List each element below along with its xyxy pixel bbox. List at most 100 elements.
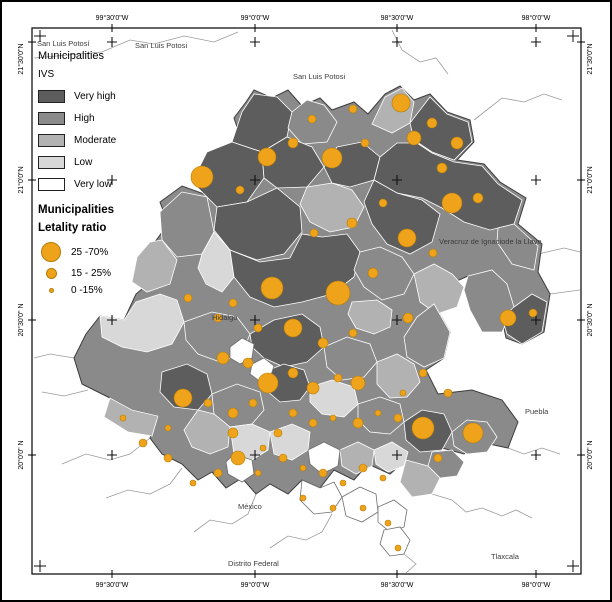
graticule-cross (107, 450, 117, 460)
letality-circle (339, 479, 347, 487)
graticule-cross (107, 175, 117, 185)
letality-circle (329, 504, 337, 512)
municipality-polygon (353, 246, 415, 301)
letality-circle (352, 417, 364, 429)
letality-circle (379, 474, 387, 482)
neighbor-boundary (193, 493, 257, 533)
ivs-color-swatch (38, 133, 65, 147)
graticule-cross (392, 450, 402, 460)
municipality-polygon (213, 187, 303, 261)
letality-circle (359, 504, 367, 512)
graticule-cross (531, 37, 541, 47)
axis-label: 98°30'0"W (381, 14, 414, 22)
letality-circle (374, 409, 382, 417)
region-label: Puebla (525, 407, 549, 416)
axis-label: 99°0'0"W (241, 581, 270, 589)
letality-class-label: 25 -70% (71, 246, 109, 258)
municipality-polygon (307, 441, 341, 475)
neighbor-boundary (269, 513, 333, 549)
letality-circle (138, 438, 148, 448)
ivs-class-label: Low (74, 156, 93, 168)
letality-legend-item: 0 -15% (38, 284, 198, 296)
letality-circle (450, 136, 464, 150)
ivs-legend-item: Moderate (38, 129, 198, 151)
letality-circle (257, 372, 279, 394)
letality-circle (163, 453, 173, 463)
letality-circle (399, 389, 407, 397)
ivs-legend-item: High (38, 107, 198, 129)
corner-mark (567, 30, 579, 42)
municipality-polygon (496, 223, 539, 271)
axis-label: 99°0'0"W (241, 14, 270, 22)
region-label: México (238, 502, 262, 511)
letality-circle (402, 312, 414, 324)
letality-circle (348, 104, 358, 114)
letality-circle (418, 368, 428, 378)
letality-circle (228, 298, 238, 308)
axis-label: 99°30'0"W (96, 581, 129, 589)
municipality-polygon (403, 303, 451, 368)
municipality-polygon (323, 336, 378, 381)
letality-circle (441, 192, 463, 214)
municipality-polygon (399, 459, 441, 498)
ivs-color-swatch (38, 177, 65, 191)
letality-legend-item: 25 -70% (38, 242, 198, 262)
ivs-class-label: High (74, 112, 95, 124)
neighbor-boundary (507, 447, 561, 455)
letality-circle (426, 117, 438, 129)
neighbor-boundary (41, 389, 89, 397)
ivs-legend-item: Very low (38, 173, 198, 195)
letality-circle-swatch (41, 242, 61, 262)
letality-circle (428, 248, 438, 258)
letality-circle (203, 398, 213, 408)
letality-circle (299, 464, 307, 472)
corner-mark (34, 30, 46, 42)
ivs-class-label: Moderate (74, 134, 117, 146)
letality-circle (213, 313, 223, 323)
graticule-cross (392, 37, 402, 47)
letality-circle (283, 318, 303, 338)
ivs-legend-items: Very high High Moderate Low Very low (38, 85, 198, 195)
letality-circle (189, 479, 197, 487)
letality-circle (216, 351, 230, 365)
axis-label: 21°30'0"N (586, 43, 594, 74)
letality-circle (190, 165, 214, 189)
letality-circle (433, 453, 443, 463)
municipality-polygon (376, 353, 421, 399)
letality-circle (288, 408, 298, 418)
letality-class-label: 0 -15% (71, 284, 103, 296)
neighbor-boundary (473, 93, 563, 121)
letality-circle (333, 373, 343, 383)
legend-municipalities-title-2: Municipalities (38, 204, 115, 216)
letality-circle (248, 398, 258, 408)
corner-mark (567, 560, 579, 572)
letality-circle (213, 468, 223, 478)
letality-circle (119, 414, 127, 422)
letality-circle-swatch (48, 287, 54, 293)
letality-circle (306, 381, 320, 395)
letality-circle (394, 544, 402, 552)
letality-circle (259, 444, 267, 452)
neighbor-boundary (391, 29, 449, 75)
letality-circle (367, 267, 379, 279)
letality-circle (309, 228, 319, 238)
letality-circle (227, 407, 239, 419)
axis-label: 21°0'0"N (586, 166, 594, 193)
municipality-polygon (249, 313, 325, 368)
graticule-cross (392, 175, 402, 185)
axis-label: 98°0'0"W (522, 14, 551, 22)
letality-circle (436, 162, 448, 174)
corner-mark (34, 560, 46, 572)
letality-circle (391, 93, 411, 113)
letality-circle (307, 114, 317, 124)
letality-circle (443, 388, 453, 398)
letality-circle (346, 217, 358, 229)
axis-label: 21°30'0"N (17, 43, 25, 74)
letality-circle (173, 388, 193, 408)
region-label: Distrito Federal (228, 559, 279, 568)
letality-circle (287, 367, 299, 379)
letality-circle (287, 137, 299, 149)
letality-circle (227, 427, 239, 439)
graticule-cross (107, 315, 117, 325)
axis-label: 20°0'0" N (17, 440, 25, 469)
